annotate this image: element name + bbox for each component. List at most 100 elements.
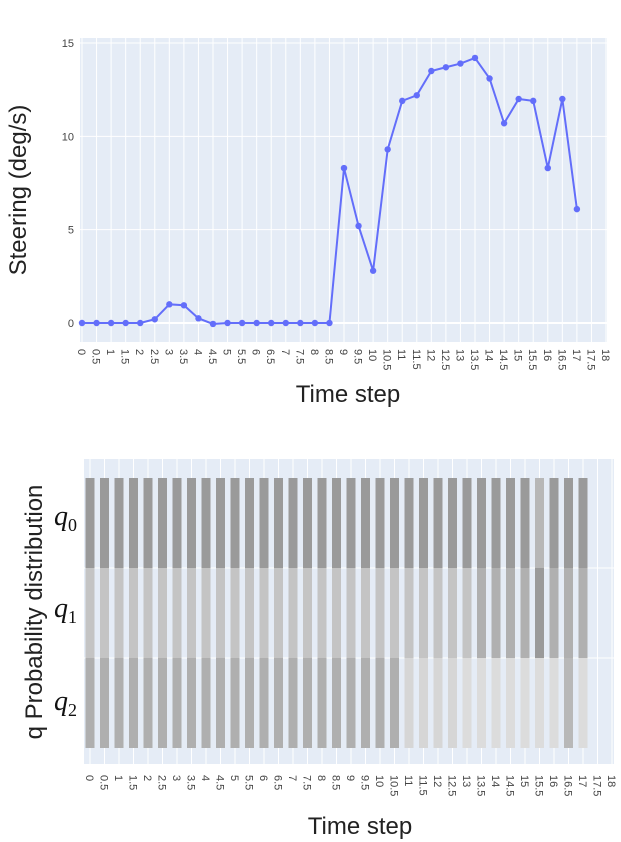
bottom-x-axis-title: Time step (308, 813, 412, 840)
bottom-x-tick-label: 4.5 (214, 775, 226, 790)
probability-bars (85, 478, 588, 748)
top-x-tick-label: 11 (395, 349, 407, 360)
top-x-tick-label: 17 (570, 349, 582, 361)
steering-point (500, 120, 508, 127)
bar-segment-q2 (404, 658, 414, 748)
top-y-tick-label: 10 (62, 131, 74, 143)
bar-segment-q0 (274, 478, 283, 568)
bottom-x-tick-label: 5 (228, 775, 240, 781)
steering-point (195, 315, 202, 322)
bottom-x-tick-label: 17.5 (591, 775, 603, 796)
top-x-tick-label: 15.5 (526, 349, 538, 370)
bottom-x-tick-labels: 0 0.5 1 1.5 2 2.5 3 3.5 4 4.5 5 5.5 6 6.5 7 7.5 8 8.5 9 9.5… (83, 775, 617, 796)
bar-segment-q1 (535, 568, 544, 658)
bar-segment-q2 (317, 658, 327, 748)
bottom-y-axis-title: q Probability distribution (21, 485, 48, 740)
bar-segment-q1 (288, 568, 298, 658)
bar-segment-q0 (100, 478, 109, 568)
bar-segment-q1 (549, 568, 559, 658)
bottom-x-tick-label: 11 (402, 775, 414, 786)
bar-segment-q0 (332, 478, 341, 568)
bottom-x-tick-label: 9.5 (359, 775, 371, 790)
bar-segment-q1 (578, 568, 588, 658)
bar-segment-q0 (549, 478, 559, 568)
bar-segment-q2 (245, 658, 254, 748)
bar-segment-q2 (129, 658, 138, 748)
bottom-x-tick-label: 11.5 (417, 775, 429, 796)
bar-segment-q0 (361, 478, 370, 568)
top-gridlines (80, 38, 607, 342)
steering-point (326, 319, 333, 327)
top-x-tick-label: 7 (279, 349, 291, 355)
bar-segment-q0 (346, 478, 356, 568)
state-label-subscript: 1 (68, 607, 77, 627)
top-x-tick-label: 14.5 (497, 349, 509, 370)
steering-series-points (78, 54, 581, 328)
steering-point (224, 319, 231, 327)
top-x-tick-label: 2.5 (148, 349, 160, 364)
top-x-tick-label: 8.5 (322, 349, 334, 364)
bottom-x-tick-label: 6 (257, 775, 269, 781)
bar-segment-q2 (390, 658, 399, 748)
bar-segment-q1 (477, 568, 486, 658)
bottom-x-tick-label: 2.5 (156, 775, 168, 790)
bar-segment-q1 (390, 568, 399, 658)
steering-point (93, 319, 100, 327)
bar-segment-q2 (361, 658, 370, 748)
top-y-axis-title: Steering (deg/s) (5, 105, 32, 276)
top-x-tick-label: 16.5 (555, 349, 567, 370)
top-x-tick-label: 9.5 (352, 349, 364, 364)
top-x-tick-label: 1 (104, 349, 116, 355)
top-x-tick-labels: 0 0.5 1 1.5 2 2.5 3 3.5 4 4.5 5 5.5 6 6.5 7 7.5 8 8.5 9 9.5… (75, 349, 611, 370)
bar-segment-q0 (201, 478, 211, 568)
bottom-x-tick-label: 14.5 (504, 775, 516, 796)
top-x-tick-label: 12.5 (439, 349, 451, 370)
bar-segment-q0 (114, 478, 124, 568)
state-label-base: q (54, 593, 68, 624)
top-y-tick-label: 15 (62, 38, 74, 50)
steering-point (544, 164, 551, 172)
bottom-x-tick-label: 9 (344, 775, 356, 781)
bottom-x-tick-label: 10 (373, 775, 385, 787)
bar-segment-q2 (85, 658, 95, 748)
steering-point (486, 75, 493, 82)
bar-segment-q0 (303, 478, 312, 568)
bar-segment-q1 (245, 568, 254, 658)
bar-segment-q0 (448, 478, 457, 568)
state-label-subscript: 0 (68, 515, 77, 535)
bar-segment-q2 (549, 658, 559, 748)
bottom-x-tick-label: 3 (170, 775, 182, 781)
bottom-x-tick-label: 8 (315, 775, 327, 781)
steering-point (559, 95, 566, 103)
bottom-x-tick-label: 6.5 (272, 775, 284, 790)
bottom-x-tick-label: 1.5 (127, 775, 139, 790)
bar-segment-q1 (129, 568, 138, 658)
bar-segment-q0 (288, 478, 298, 568)
bar-segment-q0 (216, 478, 225, 568)
bar-segment-q1 (433, 568, 443, 658)
bottom-x-tick-label: 14 (489, 775, 501, 787)
bar-segment-q0 (129, 478, 138, 568)
steering-point (137, 319, 144, 327)
steering-point (428, 67, 435, 75)
top-x-tick-label: 1.5 (119, 349, 131, 364)
bottom-x-tick-label: 7.5 (301, 775, 313, 790)
top-x-tick-label: 10 (366, 349, 378, 361)
bar-segment-q2 (578, 658, 588, 748)
bar-segment-q0 (491, 478, 501, 568)
top-x-tick-label: 11.5 (410, 349, 422, 370)
state-label-q2: q2 (54, 686, 77, 720)
top-y-tick-labels: 0 5 10 15 (62, 38, 74, 330)
bar-segment-q0 (158, 478, 167, 568)
bar-segment-q2 (535, 658, 544, 748)
bar-segment-q2 (158, 658, 167, 748)
steering-point (166, 301, 173, 308)
steering-point (457, 60, 464, 67)
top-x-tick-label: 5.5 (235, 349, 247, 364)
state-label-base: q (54, 501, 68, 532)
top-x-axis-title: Time step (296, 381, 400, 408)
steering-point (340, 164, 348, 172)
bar-segment-q1 (520, 568, 530, 658)
state-label-base: q (54, 686, 68, 717)
